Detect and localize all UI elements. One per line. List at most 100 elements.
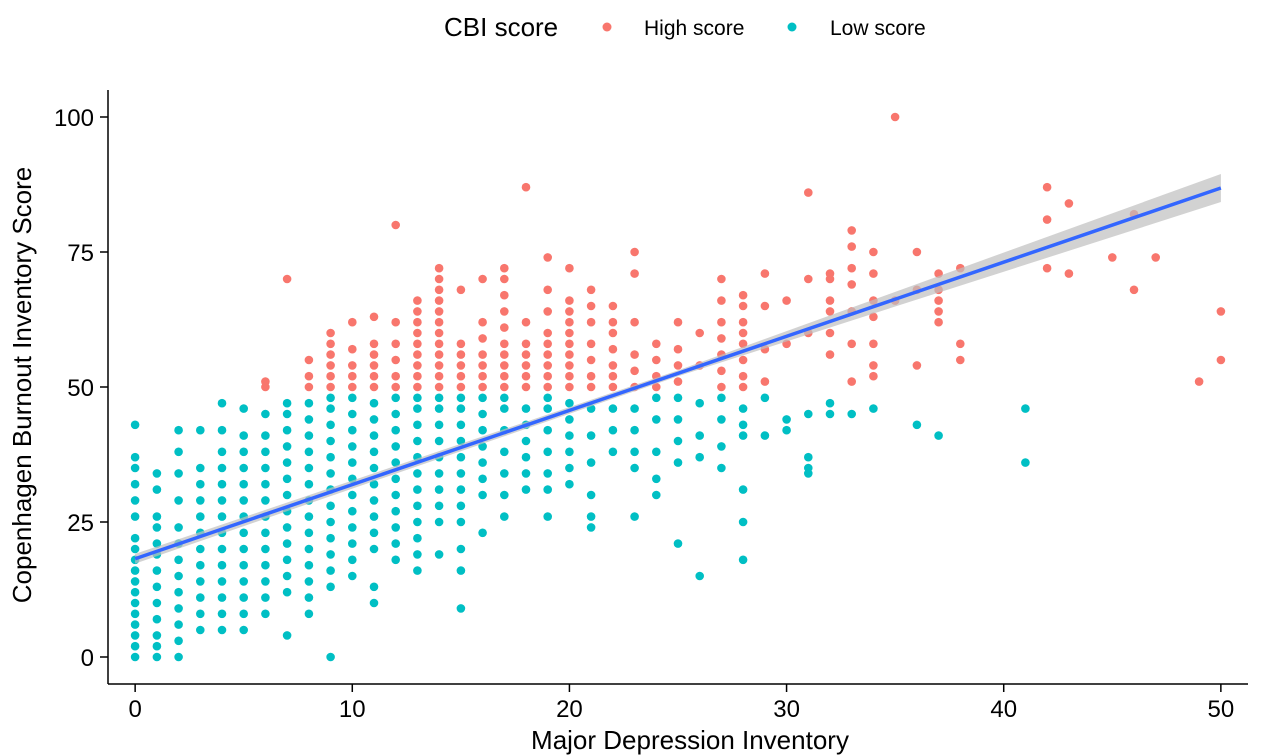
point-low-176 <box>413 533 422 543</box>
point-low-158 <box>369 463 379 473</box>
point-high-98 <box>565 263 574 273</box>
point-low-1 <box>130 641 140 651</box>
point-low-245 <box>586 458 596 467</box>
point-low-193 <box>434 420 444 430</box>
point-high-171 <box>869 269 878 278</box>
point-low-53 <box>196 479 205 489</box>
point-low-87 <box>261 560 270 570</box>
y-tick-label: 100 <box>54 105 94 132</box>
point-high-100 <box>586 371 596 381</box>
point-low-286 <box>804 452 813 462</box>
point-high-184 <box>956 339 965 349</box>
point-high-9 <box>326 350 335 359</box>
point-low-292 <box>912 420 922 430</box>
point-high-34 <box>413 328 422 338</box>
point-low-164 <box>391 539 401 548</box>
point-high-152 <box>804 188 813 197</box>
point-low-285 <box>804 463 813 473</box>
point-high-11 <box>326 328 335 338</box>
point-low-61 <box>217 544 227 554</box>
point-low-201 <box>456 485 466 494</box>
point-high-31 <box>413 361 422 370</box>
point-high-132 <box>717 334 726 343</box>
point-high-54 <box>456 339 466 349</box>
point-low-168 <box>391 474 401 484</box>
point-low-95 <box>261 431 270 440</box>
point-low-270 <box>717 463 726 473</box>
point-low-155 <box>369 512 379 521</box>
point-high-29 <box>413 382 422 392</box>
point-low-175 <box>413 550 422 559</box>
point-low-30 <box>152 469 162 478</box>
point-low-246 <box>586 431 596 440</box>
point-low-54 <box>196 463 205 473</box>
x-tick-label: 30 <box>773 696 800 723</box>
point-low-207 <box>456 393 466 403</box>
point-high-189 <box>1064 269 1074 278</box>
point-high-151 <box>804 274 813 284</box>
point-high-21 <box>369 339 379 349</box>
point-low-83 <box>239 404 248 413</box>
point-high-50 <box>456 382 466 392</box>
trend-line <box>134 186 1222 561</box>
point-low-92 <box>261 479 270 489</box>
point-low-49 <box>196 544 205 554</box>
point-low-249 <box>608 425 618 435</box>
point-high-103 <box>586 317 596 327</box>
point-low-21 <box>152 614 162 624</box>
point-high-144 <box>760 377 770 386</box>
point-high-57 <box>478 371 487 381</box>
point-low-115 <box>304 544 314 554</box>
point-low-63 <box>217 512 227 521</box>
point-high-119 <box>652 382 661 392</box>
point-high-24 <box>391 371 401 381</box>
point-low-261 <box>673 539 683 548</box>
point-high-72 <box>500 263 509 273</box>
point-high-197 <box>1216 307 1226 316</box>
point-high-191 <box>1108 253 1117 262</box>
point-low-272 <box>717 415 726 424</box>
point-high-74 <box>521 371 531 381</box>
point-high-129 <box>717 382 726 392</box>
point-high-78 <box>521 317 531 327</box>
point-low-239 <box>565 431 574 440</box>
point-low-131 <box>326 501 335 511</box>
point-low-259 <box>652 415 661 424</box>
point-high-130 <box>717 366 726 376</box>
point-high-37 <box>413 296 422 305</box>
point-high-104 <box>586 301 596 311</box>
x-tick-label: 10 <box>339 696 366 723</box>
point-low-263 <box>673 436 683 446</box>
point-low-289 <box>825 398 835 408</box>
point-low-281 <box>760 393 770 403</box>
trend-layer <box>134 174 1222 564</box>
point-low-222 <box>500 393 509 403</box>
point-high-1 <box>261 377 270 386</box>
point-high-70 <box>500 290 509 300</box>
point-high-32 <box>413 350 422 359</box>
point-high-27 <box>391 317 401 327</box>
point-low-97 <box>282 631 292 640</box>
point-low-71 <box>239 609 248 619</box>
y-tick-label: 25 <box>67 510 94 537</box>
point-low-151 <box>369 598 379 608</box>
y-ticks: 0 25 50 75 100 <box>54 105 108 672</box>
point-high-140 <box>738 328 748 338</box>
point-low-205 <box>456 420 466 430</box>
point-low-267 <box>695 452 704 462</box>
point-low-269 <box>695 398 704 408</box>
point-low-225 <box>521 452 531 462</box>
point-high-14 <box>348 361 357 370</box>
point-high-190 <box>1064 199 1074 208</box>
point-low-233 <box>543 425 552 435</box>
point-high-163 <box>847 263 856 273</box>
point-high-123 <box>673 377 683 386</box>
point-low-187 <box>434 517 444 527</box>
point-low-102 <box>282 523 292 532</box>
point-high-136 <box>738 382 748 392</box>
point-low-223 <box>521 485 531 494</box>
point-high-126 <box>673 317 683 327</box>
point-high-25 <box>391 355 401 365</box>
point-low-0 <box>130 652 140 662</box>
